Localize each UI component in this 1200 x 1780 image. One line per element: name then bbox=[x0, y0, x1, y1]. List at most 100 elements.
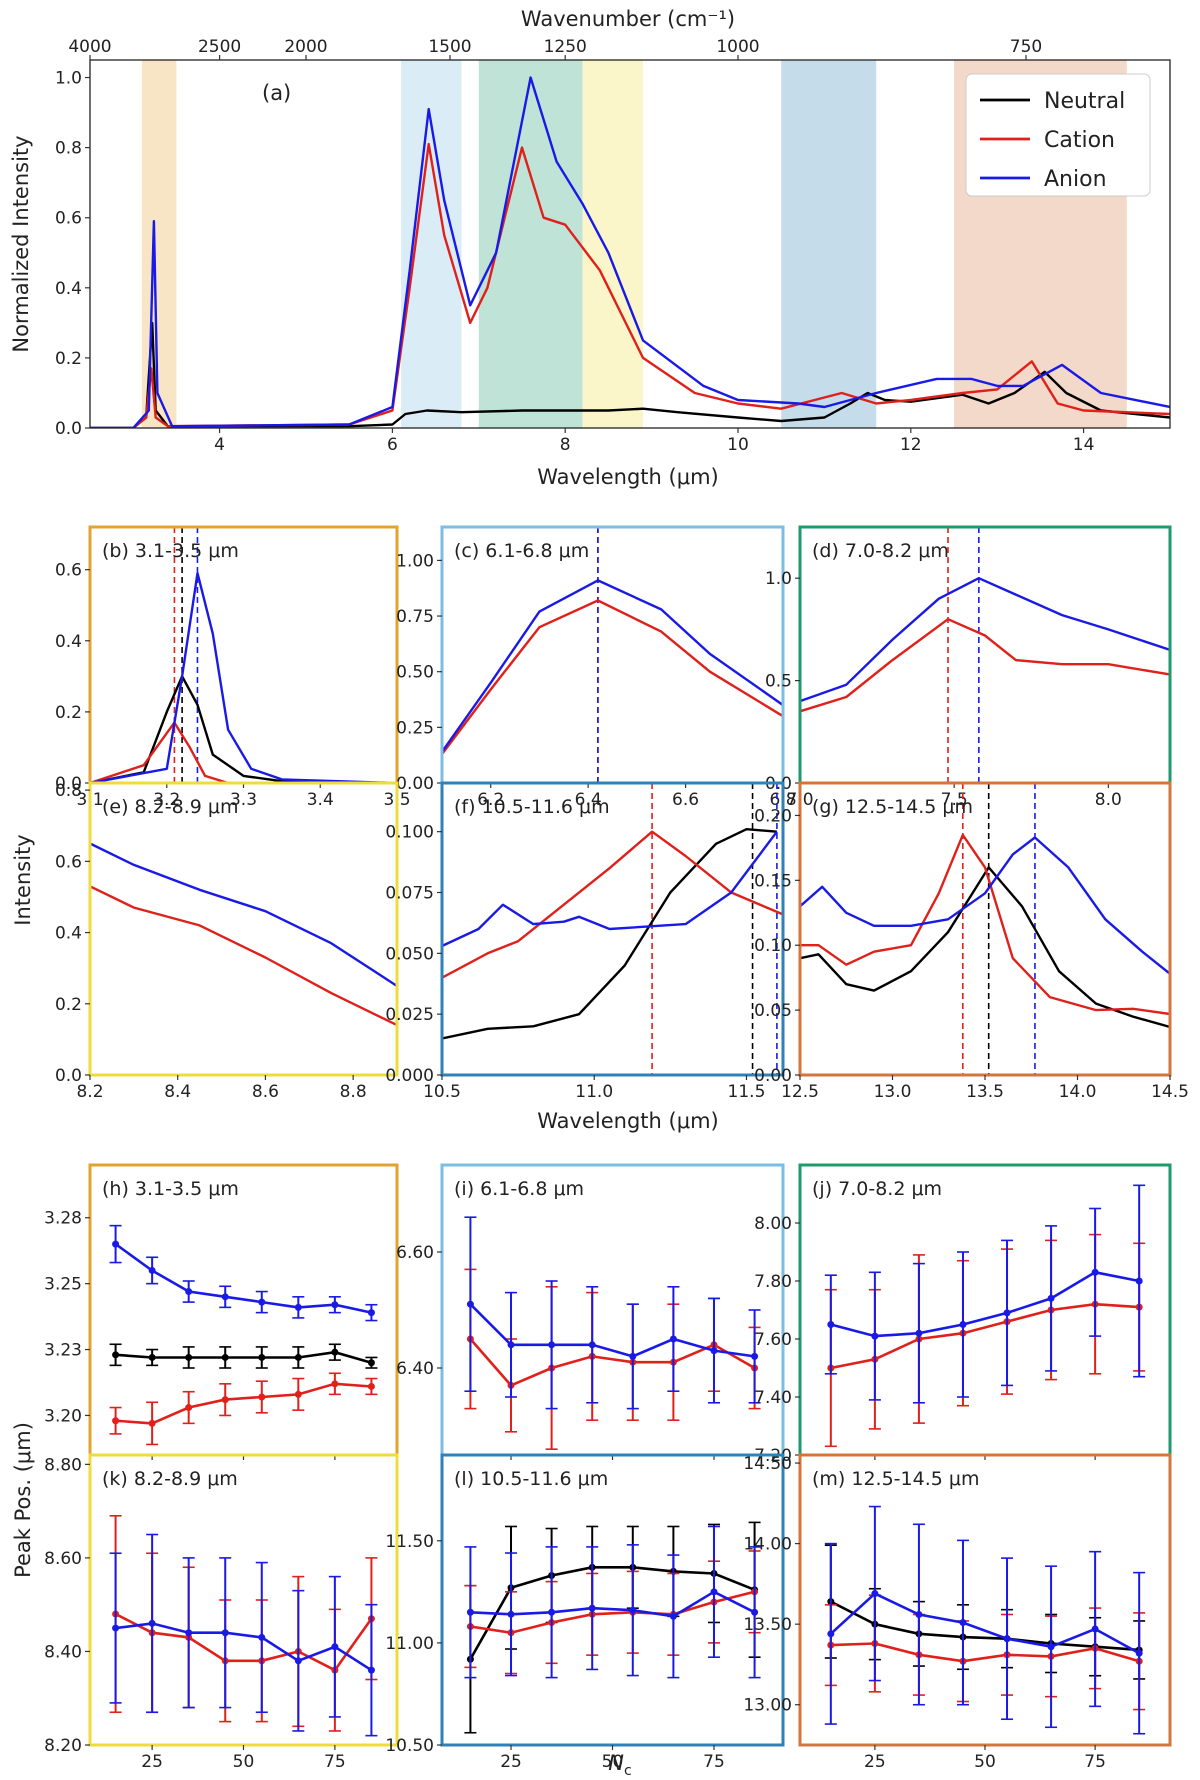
data-point bbox=[221, 1293, 229, 1301]
series-line-anion bbox=[90, 76, 1170, 428]
data-point bbox=[331, 1301, 339, 1309]
x-tick-label: 13.5 bbox=[966, 1082, 1004, 1102]
data-point bbox=[710, 1588, 718, 1596]
data-point bbox=[1135, 1277, 1143, 1285]
x-tick-label: 50 bbox=[233, 1752, 255, 1772]
y-tick-label: 0.5 bbox=[765, 672, 792, 692]
y-tick-label: 0.50 bbox=[396, 663, 434, 683]
panel-c: 6.2 6.4 6.6 6.80.000.250.500.751.00 (c) 6.1-… bbox=[396, 525, 797, 810]
series-line-anion bbox=[830, 1270, 1140, 1338]
y-tick-label: 14.00 bbox=[743, 1535, 792, 1555]
y-tick-label: 13.00 bbox=[743, 1696, 792, 1716]
data-point bbox=[915, 1329, 923, 1337]
data-point bbox=[507, 1341, 515, 1349]
y-tick-label: 0.05 bbox=[754, 1001, 792, 1021]
panel-f-series bbox=[442, 828, 783, 1040]
y-tick-label: 8.40 bbox=[44, 1642, 82, 1662]
x-tick-label: 6.4 bbox=[575, 790, 602, 810]
data-point bbox=[185, 1629, 193, 1637]
panel-d: 7.0 7.5 8.00.00.51.0(d) 7.0-8.2 μm bbox=[765, 525, 1172, 810]
data-point bbox=[221, 1396, 229, 1404]
top-tick-label: 1500 bbox=[428, 37, 471, 57]
y-tick-label: 3.23 bbox=[44, 1341, 82, 1361]
series-line-neutral bbox=[469, 1566, 756, 1660]
panel-a-frame bbox=[89, 59, 1171, 429]
data-point bbox=[294, 1390, 302, 1398]
data-point bbox=[751, 1352, 759, 1360]
panels: 4 6 8 10 12 14 0.0 0.2 0.4 0.6 0.8 1.0 (a) Normalized… bbox=[9, 37, 1189, 1772]
x-tick-label: 25 bbox=[500, 1752, 522, 1772]
y-tick-label: 0.6 bbox=[55, 852, 82, 872]
x-tick-label: 75 bbox=[324, 1752, 346, 1772]
y-tick-label: 0.075 bbox=[385, 884, 434, 904]
series-line-anion bbox=[442, 830, 778, 948]
x-tick-label: 50 bbox=[602, 1752, 624, 1772]
x-tick-label: 8.6 bbox=[252, 1082, 279, 1102]
top-tick-label: 2500 bbox=[198, 37, 241, 57]
panel-i: 6.40 6.60 (i) 6.1-6.8 μm bbox=[396, 1163, 785, 1460]
panel-g-series bbox=[800, 833, 1170, 1029]
y-tick-label: 1.0 bbox=[765, 569, 792, 589]
data-point bbox=[258, 1633, 266, 1641]
x-tick-label: 6.2 bbox=[477, 790, 504, 810]
data-point bbox=[871, 1332, 879, 1340]
y-tick-label: 0.6 bbox=[55, 561, 82, 581]
panel-d-frame bbox=[798, 525, 1172, 785]
legend-label-cation: Cation bbox=[1044, 128, 1115, 153]
y-tick-label: 11.50 bbox=[385, 1532, 434, 1552]
panel-k-frame bbox=[88, 1453, 399, 1747]
x-tick-label: 12 bbox=[900, 435, 922, 455]
data-point bbox=[148, 1266, 156, 1274]
series-line-anion bbox=[90, 572, 397, 783]
y-tick-label: 0.4 bbox=[55, 924, 82, 944]
y-tick-label: 0.6 bbox=[55, 209, 82, 229]
y-tick-label: 0.0 bbox=[55, 774, 82, 794]
data-point bbox=[548, 1608, 556, 1616]
series-line-cation bbox=[470, 1590, 755, 1635]
panel-b-series bbox=[90, 572, 397, 783]
legend-label-neutral: Neutral bbox=[1044, 89, 1125, 114]
panel-e-series bbox=[90, 842, 397, 1027]
x-tick-label: 3.2 bbox=[153, 790, 180, 810]
data-point bbox=[221, 1353, 229, 1361]
series-line-cation bbox=[800, 618, 1170, 713]
data-point bbox=[258, 1393, 266, 1401]
data-point bbox=[185, 1404, 193, 1412]
series-line-cation bbox=[90, 721, 397, 783]
y-tick-label: 7.40 bbox=[754, 1388, 792, 1408]
data-point bbox=[548, 1341, 556, 1349]
top-tick-label: 750 bbox=[1010, 37, 1042, 57]
data-point bbox=[629, 1606, 637, 1614]
data-point bbox=[294, 1657, 302, 1665]
x-tick-label: 14 bbox=[1073, 435, 1095, 455]
y-tick-label: 8.20 bbox=[44, 1736, 82, 1756]
band-4 bbox=[781, 60, 877, 428]
data-point bbox=[669, 1335, 677, 1343]
data-point bbox=[258, 1298, 266, 1306]
series-line-cation bbox=[115, 1382, 372, 1425]
data-point bbox=[1047, 1643, 1055, 1651]
data-point bbox=[112, 1351, 120, 1359]
data-point bbox=[112, 1240, 120, 1248]
x-tick-label: 8.0 bbox=[1095, 790, 1122, 810]
y-tick-label: 0.15 bbox=[754, 871, 792, 891]
series-line-neutral bbox=[115, 1350, 372, 1364]
panel-a-title: (a) bbox=[262, 81, 291, 105]
x-tick-label: 75 bbox=[703, 1752, 725, 1772]
data-point bbox=[959, 1321, 967, 1328]
y-tick-label: 8.80 bbox=[44, 1455, 82, 1475]
data-point bbox=[710, 1347, 718, 1355]
panel-h-frame bbox=[88, 1163, 399, 1457]
y-tick-label: 1.00 bbox=[396, 551, 434, 571]
y-tick-label: 6.40 bbox=[396, 1359, 434, 1379]
top-tick-label: 2000 bbox=[284, 37, 327, 57]
data-point bbox=[588, 1341, 596, 1349]
top-tick-label: 1250 bbox=[544, 37, 587, 57]
data-point bbox=[367, 1359, 375, 1367]
panel-b: 3.1 3.2 3.3 3.4 3.50.00.20.40.6(b) 3.1-3.5 μ… bbox=[55, 525, 411, 810]
x-tick-label: 11.0 bbox=[575, 1082, 613, 1102]
y-tick-label: 6.60 bbox=[396, 1243, 434, 1263]
data-point bbox=[1047, 1294, 1055, 1302]
y-tick-label: 3.25 bbox=[44, 1275, 82, 1295]
